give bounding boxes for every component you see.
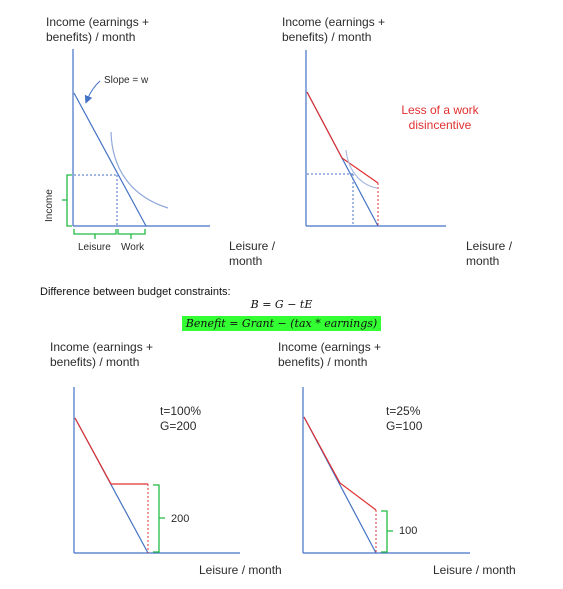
bl-brace	[153, 484, 165, 553]
tl-slope-arrow	[84, 80, 101, 104]
tl-slope-label: Slope = w	[104, 75, 149, 86]
bl-benefit-line	[74, 417, 148, 485]
bl-brace-value: 200	[171, 513, 190, 525]
br-x-axis-label: Leisure / month	[433, 563, 516, 577]
br-t-label: t=25%	[386, 404, 421, 418]
tr-indifference-curve	[345, 149, 378, 189]
bl-y-axis-label: Income (earnings + benefits) / month	[50, 340, 154, 369]
tl-work-label: Work	[121, 242, 145, 253]
bl-t-label: t=100%	[160, 404, 202, 418]
br-y-axis-label: Income (earnings + benefits) / month	[278, 340, 382, 369]
br-brace	[381, 510, 393, 553]
tl-y-axis-label: Income (earnings + benefits) / month	[46, 15, 150, 44]
tl-leisure-brace	[73, 229, 117, 239]
panel-bottom-right	[302, 387, 470, 554]
tr-benefit-line	[306, 91, 379, 184]
tl-indifference-curve	[110, 131, 169, 209]
bl-g-label: G=200	[160, 419, 197, 433]
tl-income-brace	[62, 174, 72, 227]
tr-note: Less of a work disincentive	[401, 103, 479, 132]
br-benefit-line	[303, 416, 377, 511]
panel-top-right	[305, 50, 446, 227]
br-brace-value: 100	[399, 525, 418, 537]
tl-budget-line	[73, 92, 147, 227]
equation-words: Benefit = Grant − (tax * earnings)	[181, 316, 382, 331]
tl-income-label: Income	[44, 189, 55, 222]
bl-x-axis-label: Leisure / month	[199, 563, 282, 577]
panel-top-left	[62, 49, 210, 239]
difference-text: Difference between budget constraints:	[40, 286, 231, 298]
br-g-label: G=100	[386, 419, 423, 433]
tr-y-axis-label: Income (earnings + benefits) / month	[282, 15, 386, 44]
tr-x-axis-label: Leisure / month	[466, 239, 513, 268]
tl-work-brace	[117, 229, 146, 239]
tl-x-axis-label: Leisure / month	[229, 239, 276, 268]
equation: B = G − tE	[250, 298, 313, 311]
panel-bottom-left	[73, 387, 240, 554]
tl-leisure-label: Leisure	[78, 242, 111, 253]
